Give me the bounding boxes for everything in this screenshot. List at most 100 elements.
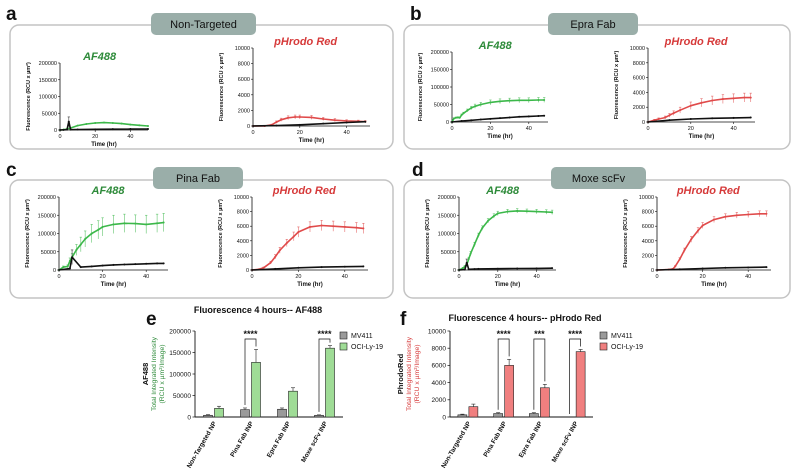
- data-point: [479, 118, 482, 121]
- y-tick-label: 8000: [238, 62, 250, 68]
- series-oci-ly-19: [58, 213, 165, 271]
- x-tick-label: 20: [295, 274, 301, 280]
- data-point: [101, 225, 104, 228]
- series-line: [251, 265, 364, 271]
- y-tick-label: 100000: [39, 95, 57, 101]
- data-point: [97, 228, 100, 231]
- y-tick-label: 6000: [432, 363, 447, 370]
- data-point: [162, 221, 165, 224]
- data-point: [120, 122, 123, 125]
- bar: [504, 365, 514, 418]
- series-line: [251, 224, 364, 271]
- series-oci-ly-19: [251, 220, 365, 271]
- series-line: [656, 266, 767, 271]
- data-point: [765, 212, 768, 215]
- data-point: [332, 225, 335, 228]
- data-point: [463, 268, 466, 271]
- panel-a-letter: a: [6, 4, 17, 25]
- data-point: [345, 121, 348, 124]
- chart-a-af488: AF488 0 50000 100000 150000 200000 0 20 40 Time (…: [25, 51, 149, 148]
- y-tick-label: 200000: [169, 328, 191, 335]
- x-axis-label: Time (hr): [91, 142, 117, 148]
- y-tick-label: 0: [53, 268, 56, 274]
- significance-label: ****: [317, 329, 332, 339]
- data-point: [477, 267, 480, 270]
- x-tick-label: 20: [487, 126, 493, 132]
- data-point: [672, 112, 675, 115]
- x-tick-label: 40: [526, 126, 532, 132]
- data-point: [322, 122, 325, 125]
- data-point: [711, 117, 714, 120]
- data-point: [499, 117, 501, 120]
- panel-b-letter: b: [410, 4, 422, 25]
- y-tick-label: 200000: [431, 50, 449, 56]
- x-axis-label: Time (hr): [299, 138, 325, 144]
- data-point: [697, 229, 700, 232]
- data-point: [310, 116, 313, 119]
- data-point: [516, 267, 519, 270]
- data-point: [62, 266, 65, 269]
- subplot-title: AF488: [485, 185, 520, 197]
- data-point: [724, 215, 727, 218]
- data-point: [527, 115, 530, 118]
- data-point: [456, 116, 459, 119]
- series-mv411: [656, 266, 768, 271]
- data-point: [732, 116, 735, 119]
- y-axis-label: Total Integrated Intensity: [406, 336, 413, 411]
- bar-chart-title: Fluorescence 4 hours-- AF488: [194, 305, 322, 315]
- panel-a-title: Non-Targeted: [170, 19, 237, 31]
- data-point: [499, 100, 501, 103]
- data-point: [543, 114, 546, 117]
- data-point: [487, 219, 490, 222]
- data-point: [138, 124, 141, 127]
- legend-label: OCI-Ly-19: [611, 344, 643, 351]
- x-tick-label: 40: [143, 274, 149, 280]
- data-point: [156, 262, 159, 265]
- y-axis-label: Fluorescence (RCU x µm²): [217, 199, 224, 268]
- data-point: [545, 210, 548, 213]
- data-point: [508, 116, 511, 119]
- bar: [240, 409, 250, 418]
- data-point: [689, 118, 692, 121]
- series-mv411: [58, 249, 165, 271]
- data-point: [713, 218, 715, 221]
- legend-swatch: [599, 342, 608, 351]
- data-point: [287, 116, 290, 119]
- y-tick-label: 2000: [642, 253, 654, 259]
- x-tick-label: 40: [127, 134, 133, 140]
- data-point: [470, 107, 473, 109]
- data-point: [364, 120, 367, 123]
- data-point: [111, 128, 114, 131]
- data-point: [355, 226, 358, 229]
- data-point: [69, 128, 72, 131]
- data-point: [657, 118, 660, 121]
- data-point: [275, 121, 278, 124]
- data-point: [66, 265, 69, 268]
- data-point: [112, 223, 115, 226]
- y-tick-label: 0: [642, 120, 645, 126]
- category-label: Non-Targeted NP: [186, 420, 219, 470]
- y-tick-label: 0: [453, 268, 456, 274]
- panel-e-letter: e: [146, 309, 157, 330]
- data-point: [320, 266, 323, 269]
- legend-swatch: [339, 342, 348, 351]
- x-tick-label: 20: [688, 126, 694, 132]
- x-axis-label: Time (hr): [297, 282, 323, 288]
- category-label: Epra Fab INP: [518, 420, 545, 459]
- data-point: [274, 255, 277, 258]
- data-point: [59, 129, 61, 131]
- chart-c-af488: AF488 0 50000 100000 150000 200000 0 20 40 Time (…: [24, 185, 168, 288]
- data-point: [489, 117, 492, 120]
- data-point: [735, 214, 738, 217]
- data-point: [90, 265, 93, 268]
- x-tick-label: 20: [700, 274, 706, 280]
- significance-bracket: [244, 338, 257, 405]
- data-point: [123, 263, 126, 266]
- series-line: [458, 210, 553, 271]
- series-mv411: [458, 258, 554, 271]
- data-point: [252, 125, 254, 127]
- subplot-title: AF488: [91, 185, 126, 197]
- data-point: [711, 99, 714, 102]
- data-point: [156, 222, 159, 225]
